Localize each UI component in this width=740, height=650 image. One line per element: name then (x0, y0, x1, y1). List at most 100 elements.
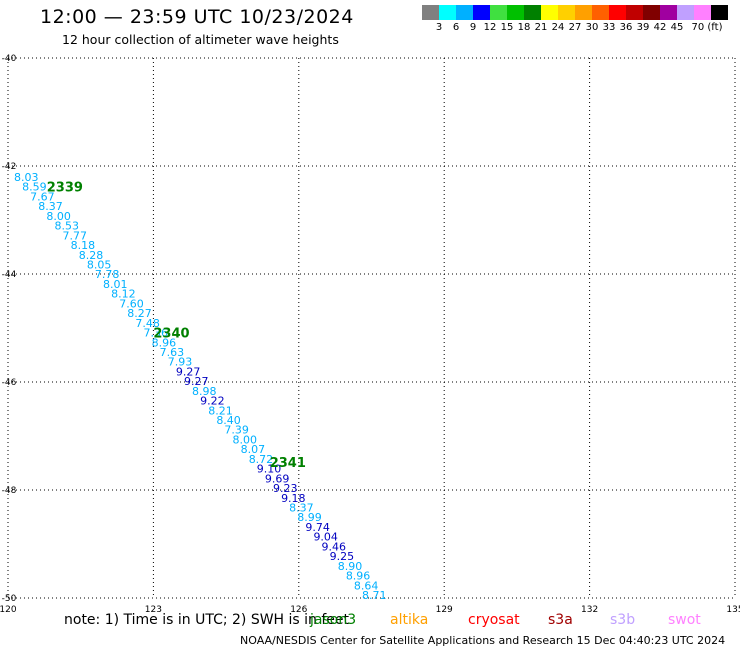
wave-height-label: 8.37 (38, 200, 63, 213)
lon-tick-label: 129 (436, 605, 453, 615)
pass-label: 2340 (153, 326, 189, 341)
legend-s3a: s3a (548, 612, 573, 628)
wave-height-label: 8.12 (111, 288, 135, 301)
wave-height-label: 9.04 (313, 531, 338, 544)
scale-swatch (609, 5, 626, 20)
wave-height-label: 8.18 (71, 239, 96, 252)
scale-label: 21 (534, 22, 548, 33)
scale-label: 39 (636, 22, 650, 33)
map-subtitle: 12 hour collection of altimeter wave hei… (62, 32, 339, 47)
scale-swatch (422, 5, 439, 20)
wave-height-label: 9.74 (305, 521, 330, 534)
wave-height-label: 8.96 (346, 570, 371, 583)
wave-height-label: 8.40 (216, 414, 241, 427)
wave-height-label: 9.18 (281, 492, 306, 505)
wave-height-label: 8.00 (233, 433, 258, 446)
legend-swot: swot (668, 612, 701, 628)
scale-label: 3 (435, 22, 443, 33)
wave-height-label: 8.28 (79, 249, 104, 262)
lon-tick-label: 132 (581, 605, 598, 615)
scale-label: 36 (619, 22, 633, 33)
wave-height-label: 8.03 (14, 171, 39, 184)
wave-height-label: 7.60 (119, 297, 144, 310)
wave-height-label: 8.00 (46, 210, 71, 223)
wave-height-label: 8.90 (338, 560, 363, 573)
wave-height-label: 7.78 (95, 268, 120, 281)
wave-height-label: 8.59 (22, 181, 47, 194)
map-title: 12:00 — 23:59 UTC 10/23/2024 (40, 6, 354, 28)
wave-height-label: 9.46 (322, 540, 347, 553)
lat-tick-label: -50 (2, 594, 17, 604)
scale-swatch (558, 5, 575, 20)
scale-swatch (490, 5, 507, 20)
wave-height-label: 8.96 (152, 336, 177, 349)
wave-height-label: 8.53 (54, 220, 79, 233)
scale-label: 45 (670, 22, 684, 33)
pass-label: 2339 (47, 181, 83, 196)
scale-label: 24 (551, 22, 565, 33)
wave-height-label: 8.71 (362, 589, 387, 602)
lon-tick-label: 123 (145, 605, 162, 615)
credit-line: NOAA/NESDIS Center for Satellite Applica… (240, 634, 726, 647)
wave-height-label: 9.69 (265, 472, 290, 485)
footer-note: note: 1) Time is in UTC; 2) SWH is in fe… (64, 612, 350, 628)
wave-height-label: 7.93 (168, 356, 193, 369)
scale-label: 30 (585, 22, 599, 33)
wave-height-label: 7.77 (63, 229, 87, 242)
wave-height-label: 7.36 (143, 327, 168, 340)
scale-swatch (643, 5, 660, 20)
scale-swatch (456, 5, 473, 20)
wave-height-label: 9.27 (184, 375, 209, 388)
scale-label: 42 (653, 22, 667, 33)
legend-jason3: jason3 (310, 612, 357, 628)
wave-height-label: 8.07 (241, 443, 266, 456)
pass-label: 2341 (270, 456, 306, 471)
wave-height-label: 9.27 (176, 365, 201, 378)
scale-label: 33 (602, 22, 616, 33)
lon-tick-label: 120 (0, 605, 17, 615)
scale-swatch (507, 5, 524, 20)
scale-label: 9 (469, 22, 477, 33)
scale-swatch (524, 5, 541, 20)
legend-altika: altika (390, 612, 429, 628)
wave-height-label: 8.05 (87, 258, 112, 271)
wave-height-label: 8.27 (127, 307, 152, 320)
wave-height-label: 9.23 (273, 482, 298, 495)
wave-height-label: 9.10 (257, 463, 282, 476)
legend-s3b: s3b (610, 612, 636, 628)
wave-height-label: 8.64 (354, 579, 379, 592)
lon-tick-label: 126 (290, 605, 307, 615)
wave-height-label: 7.67 (30, 190, 55, 203)
wave-height-label: 7.48 (135, 317, 160, 330)
lat-tick-label: -40 (2, 54, 17, 64)
scale-swatch (592, 5, 609, 20)
legend-cryosat: cryosat (468, 612, 520, 628)
lat-tick-label: -48 (2, 486, 17, 496)
wave-height-label: 7.39 (224, 424, 249, 437)
scale-label: 27 (568, 22, 582, 33)
wave-height-label: 8.72 (249, 453, 274, 466)
scale-swatch (541, 5, 558, 20)
scale-label: 6 (452, 22, 460, 33)
scale-label: 18 (517, 22, 531, 33)
scale-swatch (660, 5, 677, 20)
scale-label: 15 (500, 22, 514, 33)
wave-height-label: 7.63 (160, 346, 185, 359)
wave-height-label: 8.37 (289, 502, 314, 515)
lat-tick-label: -46 (2, 378, 17, 388)
wave-height-label: 9.22 (200, 395, 225, 408)
scale-swatch (439, 5, 456, 20)
lat-tick-label: -44 (2, 270, 17, 280)
lon-tick-label: 135 (726, 605, 740, 615)
scale-swatch (711, 5, 728, 20)
wave-height-label: 8.99 (297, 511, 322, 524)
scale-swatch (575, 5, 592, 20)
scale-swatch (473, 5, 490, 20)
lat-tick-label: -42 (2, 162, 17, 172)
scale-swatch (626, 5, 643, 20)
wave-height-color-scale: 3 6 9 12 15 18 21 24 27 30 33 36 39 42 45 70 (ft) (422, 5, 728, 35)
scale-swatch (677, 5, 694, 20)
scale-label: 12 (483, 22, 497, 33)
scale-swatch (694, 5, 711, 20)
